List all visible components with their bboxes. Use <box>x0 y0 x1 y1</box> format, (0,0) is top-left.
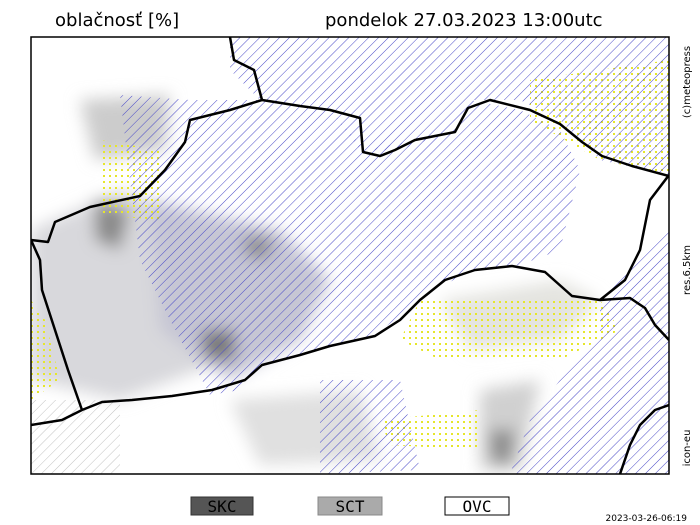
map <box>31 37 669 474</box>
legend-swatch <box>190 496 254 516</box>
legend-label: SKC <box>208 497 237 516</box>
legend-swatch <box>317 496 383 516</box>
map-frame <box>30 36 670 475</box>
resolution: res.6.5km <box>682 245 693 295</box>
legend-swatch <box>444 496 510 516</box>
title: oblačnosť [%] <box>55 10 179 31</box>
timestamp: 2023-03-26-06:19 <box>606 514 688 524</box>
copyright: (c)meteopress <box>682 46 693 118</box>
legend-label: OVC <box>463 497 492 516</box>
date: pondelok 27.03.2023 13:00utc <box>325 10 603 31</box>
model: icon-eu <box>682 430 693 467</box>
legend-label: SCT <box>336 497 365 516</box>
